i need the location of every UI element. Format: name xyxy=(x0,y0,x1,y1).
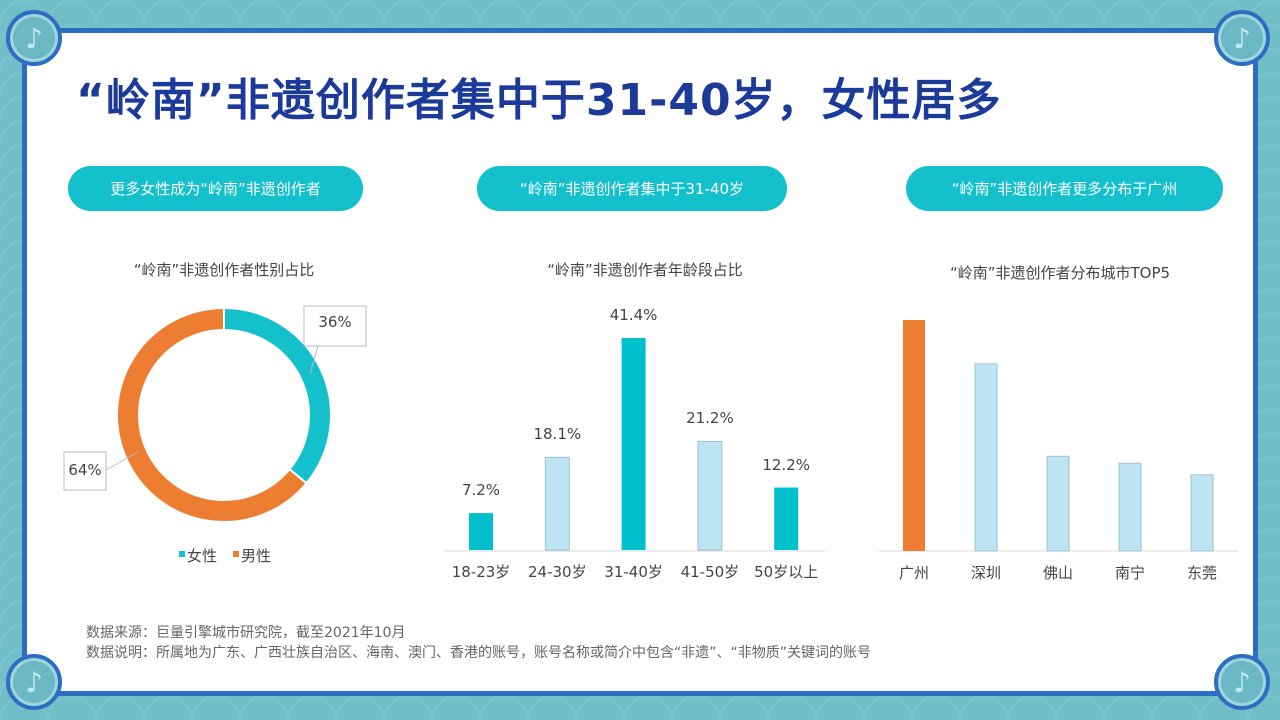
bar-24-30岁 xyxy=(544,456,570,551)
callout-leader-0 xyxy=(309,345,330,375)
panel-heading-gender: 更多女性成为“岭南”非遗创作者 xyxy=(68,166,363,211)
tiktok-logo-icon: ♪ xyxy=(1214,654,1270,710)
x-tick-label: 24-30岁 xyxy=(528,563,587,581)
bar-label: 7.2% xyxy=(461,481,501,500)
legend-label-1: 男性 xyxy=(240,547,271,565)
x-tick-label: 31-40岁 xyxy=(604,563,663,581)
bar-深圳 xyxy=(974,363,998,552)
chart-title-gender: “岭南”非遗创作者性别占比 xyxy=(133,261,315,279)
x-tick-label: 50岁以上 xyxy=(754,563,819,581)
page-title: “岭南”非遗创作者集中于31-40岁，女性居多 xyxy=(76,75,1002,126)
chart-title-city: “岭南”非遗创作者分布城市TOP5 xyxy=(949,264,1171,282)
bar-50岁以上 xyxy=(774,487,799,550)
bar-label: 18.1% xyxy=(533,425,582,444)
bar-东莞 xyxy=(1190,474,1214,552)
x-tick-label-city: 南宁 xyxy=(1114,564,1145,582)
data-label-1: 64% xyxy=(68,461,102,479)
bar-广州 xyxy=(903,320,925,551)
x-tick-label-city: 东莞 xyxy=(1186,564,1217,582)
tiktok-logo-icon: ♪ xyxy=(6,10,62,66)
donut-slice-1 xyxy=(116,306,308,523)
chart-title-age: “岭南”非遗创作者年龄段占比 xyxy=(547,261,743,279)
x-tick-label: 18-23岁 xyxy=(451,563,511,581)
x-tick-label-city: 广州 xyxy=(898,564,929,582)
bar-31-40岁 xyxy=(621,338,646,550)
legend-swatch-1 xyxy=(233,551,239,557)
bar-label: 12.2% xyxy=(762,455,811,474)
tiktok-logo-icon: ♪ xyxy=(1214,10,1270,66)
footer-note: 数据说明：所属地为广东、广西壮族自治区、海南、澳门、香港的账号，账号名称或简介中… xyxy=(86,645,872,661)
x-tick-label: 41-50岁 xyxy=(680,563,740,581)
footer-source: 数据来源：巨量引擎城市研究院，截至2021年10月 xyxy=(86,625,406,641)
bar-18-23岁 xyxy=(469,513,493,550)
tiktok-logo-icon: ♪ xyxy=(6,654,62,710)
callout-box-0 xyxy=(303,305,367,347)
bar-佛山 xyxy=(1046,455,1070,552)
panel-heading-city: “岭南”非遗创作者更多分布于广州 xyxy=(906,166,1223,211)
callout-box-1 xyxy=(63,451,107,491)
bar-南宁 xyxy=(1118,462,1142,552)
data-label-0: 36% xyxy=(318,313,352,331)
callout-leader-1 xyxy=(105,451,139,471)
bar-41-50岁 xyxy=(697,440,723,551)
panel-heading-age: “岭南”非遗创作者集中于31-40岁 xyxy=(477,166,787,211)
x-tick-label-city: 深圳 xyxy=(970,564,1001,582)
bar-label: 21.2% xyxy=(686,409,734,428)
bar-label: 41.4% xyxy=(609,306,658,325)
legend-label-0: 女性 xyxy=(186,547,217,565)
x-tick-label-city: 佛山 xyxy=(1042,564,1073,582)
legend-swatch-0 xyxy=(179,551,185,557)
